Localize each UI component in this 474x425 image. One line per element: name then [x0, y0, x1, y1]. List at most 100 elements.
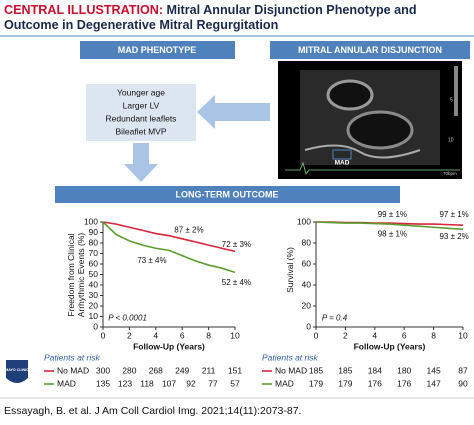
at-risk-count: 147: [427, 378, 441, 388]
x-tick-label: 6: [180, 330, 185, 340]
annotation: 87 ± 2%: [174, 226, 203, 235]
citation: Essayagh, B. et al. J Am Coll Cardiol Im…: [4, 405, 301, 417]
y-tick-label: 100: [84, 216, 98, 226]
outcome-heading-bg: [55, 186, 400, 203]
series-line: [315, 221, 464, 231]
at-risk-count: 135: [96, 378, 110, 388]
x-tick-label: 4: [372, 330, 377, 340]
gray-scale: [454, 66, 458, 116]
phenotype-item: Larger LV: [123, 100, 160, 110]
x-tick-label: 2: [127, 330, 132, 340]
left-arrow: [197, 95, 270, 129]
depth-mark: 5: [450, 97, 453, 103]
annotation: 93 ± 2%: [439, 232, 468, 241]
at-risk-count: 280: [122, 365, 136, 375]
at-risk-count: 179: [338, 378, 352, 388]
phenotype-item: Bileaflet MVP: [115, 126, 166, 136]
at-risk-count: 179: [309, 378, 323, 388]
annotation: 99 ± 1%: [378, 210, 407, 219]
annotation: P = 0.4: [322, 314, 348, 323]
at-risk-count: 185: [309, 365, 323, 375]
series-line: [102, 221, 236, 274]
y-tick-label: 60: [302, 258, 312, 268]
at-risk-count: 77: [208, 378, 218, 388]
at-risk-count: 123: [118, 378, 132, 388]
y-tick-label: 40: [89, 279, 99, 289]
annotation: 72 ± 3%: [222, 240, 251, 249]
legend-label: No MAD: [275, 365, 307, 375]
y-tick-label: 20: [302, 300, 312, 310]
echo-wall: [304, 144, 421, 159]
x-tick-label: 0: [101, 330, 106, 340]
y-axis-label: Freedom from Clinical Arrhythmic Events …: [66, 232, 86, 317]
echo-label: MAD: [335, 160, 350, 167]
at-risk-count: 300: [96, 365, 110, 375]
title: CENTRAL ILLUSTRATION: Mitral Annular Dis…: [4, 3, 470, 33]
x-tick-label: 6: [402, 330, 407, 340]
logo: MAYO CLINIC: [5, 368, 29, 372]
phenotype-item: Younger age: [117, 87, 165, 97]
x-tick-label: 10: [230, 330, 240, 340]
y-tick-label: 0: [306, 321, 311, 331]
at-risk-count: 145: [427, 365, 441, 375]
y-tick-label: 20: [89, 300, 99, 310]
annotation: 73 ± 4%: [137, 256, 166, 265]
echo-chamber: [346, 110, 414, 150]
y-tick-label: 60: [89, 258, 99, 268]
risk-title: Patients at risk: [44, 352, 100, 362]
y-tick-label: 80: [89, 237, 99, 247]
depth-mark: 10: [448, 137, 454, 143]
series-line: [102, 221, 236, 253]
logo-shield: [6, 360, 28, 383]
at-risk-count: 185: [338, 365, 352, 375]
at-risk-count: 176: [397, 378, 411, 388]
mad-marker: [332, 149, 352, 160]
legend-label: No MAD: [57, 365, 89, 375]
at-risk-count: 184: [368, 365, 382, 375]
annotation: 97 ± 1%: [439, 210, 468, 219]
y-tick-label: 90: [89, 227, 99, 237]
annotation: 52 ± 4%: [222, 278, 251, 287]
legend-label: MAD: [57, 378, 76, 388]
x-tick-label: 10: [458, 330, 468, 340]
y-tick-label: 0: [93, 321, 98, 331]
y-tick-label: 30: [89, 290, 99, 300]
at-risk-count: 211: [202, 365, 216, 375]
phenotype-item: Redundant leaflets: [106, 113, 177, 123]
ecg-trace: [285, 161, 460, 175]
at-risk-count: 180: [397, 365, 411, 375]
annotation: 98 ± 1%: [378, 230, 407, 239]
x-axis-label: Follow-Up (Years): [354, 341, 426, 351]
at-risk-count: 176: [368, 378, 382, 388]
outcome-heading: LONG-TERM OUTCOME: [176, 189, 279, 199]
echo-heading-bg: [270, 41, 470, 59]
title-label: CENTRAL ILLUSTRATION:: [4, 3, 164, 17]
at-risk-count: 90: [458, 378, 468, 388]
y-tick-label: 10: [89, 311, 99, 321]
y-tick-label: 40: [302, 279, 312, 289]
y-tick-label: 50: [89, 269, 99, 279]
x-tick-label: 8: [206, 330, 211, 340]
x-axis-label: Follow-Up (Years): [133, 341, 205, 351]
x-tick-label: 0: [314, 330, 319, 340]
at-risk-count: 249: [175, 365, 189, 375]
y-tick-label: 100: [297, 216, 311, 226]
x-tick-label: 8: [431, 330, 436, 340]
risk-title: Patients at risk: [262, 352, 318, 362]
at-risk-count: 87: [458, 365, 468, 375]
y-tick-label: 80: [302, 237, 312, 247]
at-risk-count: 151: [228, 365, 242, 375]
at-risk-count: 57: [230, 378, 240, 388]
phenotype-box: [86, 84, 196, 141]
down-arrow: [124, 143, 158, 182]
at-risk-count: 92: [186, 378, 196, 388]
phenotype-heading-bg: [80, 41, 235, 59]
at-risk-count: 268: [149, 365, 163, 375]
at-risk-count: 118: [140, 378, 154, 388]
annotation: P < 0.0001: [108, 314, 147, 323]
x-tick-label: 2: [343, 330, 348, 340]
echo-chamber: [326, 79, 374, 111]
y-tick-label: 70: [89, 248, 99, 258]
